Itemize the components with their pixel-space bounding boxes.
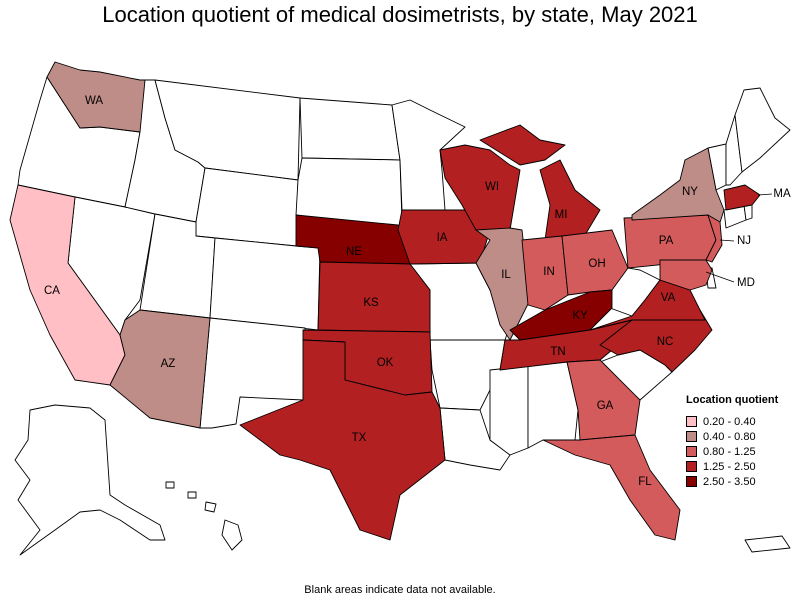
state-label: PA <box>659 235 674 247</box>
state-hi-oahu <box>187 491 197 499</box>
state-ny <box>631 147 725 236</box>
no-data-states <box>14 76 791 556</box>
state-label: OK <box>377 357 394 369</box>
state-co <box>209 237 321 331</box>
state-label: MA <box>773 188 791 200</box>
legend: Location quotient 0.20 - 0.40 0.40 - 0.8… <box>686 394 796 489</box>
state-ak <box>14 404 166 556</box>
state-ms <box>489 365 529 456</box>
data-states <box>9 61 761 541</box>
legend-label: 0.80 - 1.25 <box>703 445 756 458</box>
state-wi <box>439 144 521 231</box>
state-ma <box>723 184 761 211</box>
state-nh <box>725 114 743 186</box>
legend-swatch <box>686 461 697 472</box>
state-me <box>734 87 791 173</box>
state-tx <box>239 339 446 541</box>
state-label: IL <box>501 269 511 281</box>
state-hi-kauai <box>165 481 175 489</box>
state-nj <box>705 214 723 263</box>
state-md <box>659 259 713 291</box>
state-wy <box>195 167 299 247</box>
state-label: WA <box>85 95 103 107</box>
state-nd <box>299 97 401 161</box>
legend-swatch <box>686 476 697 487</box>
leader-lines <box>705 193 773 283</box>
state-label: TX <box>352 432 367 444</box>
legend-swatch <box>686 416 697 427</box>
state-hi-big <box>221 519 243 551</box>
legend-swatch <box>686 431 697 442</box>
state-ks <box>317 261 431 333</box>
ma-leader-line <box>757 193 773 196</box>
state-label: VA <box>661 292 676 304</box>
footnote: Blank areas indicate data not available. <box>304 584 496 596</box>
legend-title: Location quotient <box>686 394 779 406</box>
state-label: AZ <box>161 358 176 370</box>
territory-pr <box>744 535 791 553</box>
state-label: OH <box>588 258 605 270</box>
state-label: KY <box>572 310 588 322</box>
map-title: Location quotient of medical dosimetrist… <box>102 2 698 27</box>
legend-item: 0.20 - 0.40 <box>686 414 796 429</box>
legend-item: 2.50 - 3.50 <box>686 474 796 489</box>
state-label: KS <box>363 297 379 309</box>
legend-item: 0.40 - 0.80 <box>686 429 796 444</box>
state-labels: WA CA AZ NE KS OK TX IA WI IL MI IN OH K… <box>44 95 791 488</box>
state-wa <box>46 61 146 133</box>
state-label: IA <box>437 232 448 244</box>
state-hi-maui <box>204 501 217 513</box>
state-label: WI <box>485 181 499 193</box>
state-mn <box>391 99 466 211</box>
state-label: TN <box>550 346 565 358</box>
state-label: NJ <box>737 235 751 247</box>
legend-item: 1.25 - 2.50 <box>686 459 796 474</box>
state-label: MD <box>737 277 755 289</box>
state-il <box>475 227 531 341</box>
legend-label: 1.25 - 2.50 <box>703 460 756 473</box>
state-fl <box>542 434 681 541</box>
legend-item: 0.80 - 1.25 <box>686 444 796 459</box>
legend-swatch <box>686 446 697 457</box>
state-in <box>521 235 569 311</box>
nj-leader-line <box>719 239 735 242</box>
state-label: CA <box>44 285 60 297</box>
state-mt <box>154 79 301 181</box>
state-az <box>109 309 211 429</box>
state-mi-up <box>479 124 566 166</box>
state-label: MI <box>555 209 568 221</box>
md-leader-line <box>705 271 735 283</box>
state-label: FL <box>638 476 652 488</box>
state-label: NC <box>657 336 674 348</box>
state-mi <box>539 159 601 241</box>
state-label: NY <box>682 186 698 198</box>
state-label: GA <box>597 400 614 412</box>
state-label: NE <box>346 246 362 258</box>
legend-label: 0.40 - 0.80 <box>703 430 756 443</box>
state-la <box>439 407 511 471</box>
legend-label: 2.50 - 3.50 <box>703 475 756 488</box>
legend-label: 0.20 - 0.40 <box>703 415 756 428</box>
state-label: IN <box>543 266 555 278</box>
